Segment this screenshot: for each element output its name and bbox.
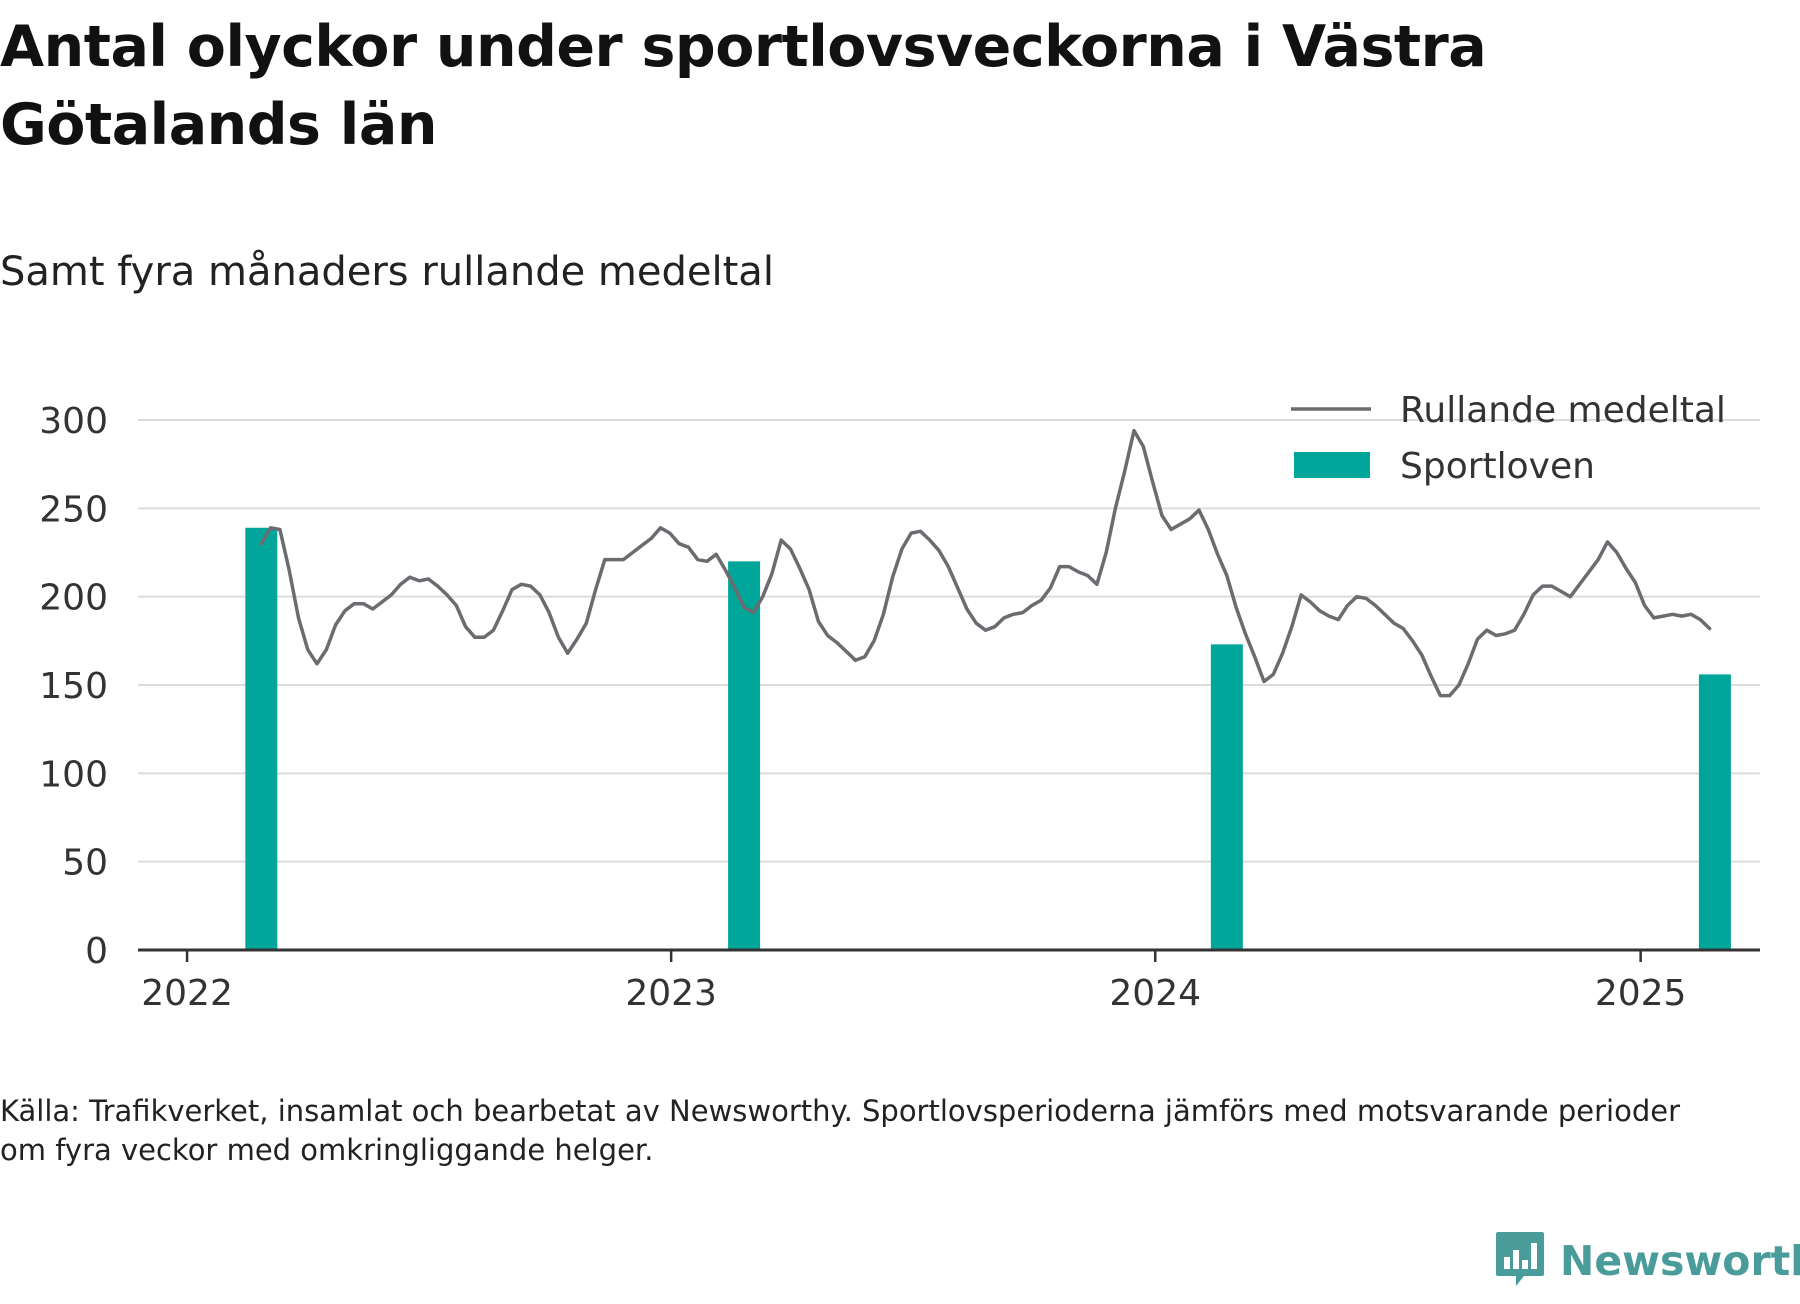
newsworthy-brand[interactable]: Newsworthy <box>1494 1218 1800 1304</box>
x-tick-label-2022: 2022 <box>141 973 233 1014</box>
x-tick-label-2023: 2023 <box>625 973 717 1014</box>
bar-sportloven-2 <box>728 561 761 950</box>
x-tick-label-2024: 2024 <box>1109 973 1201 1014</box>
y-tick-label-250: 250 <box>39 489 108 530</box>
bar-sportloven-4 <box>1698 674 1731 950</box>
source-note: Källa: Trafikverket, insamlat och bearbe… <box>0 1094 1681 1167</box>
bar-sportloven-3 <box>1210 644 1243 950</box>
chart-subtitle: Samt fyra månaders rullande medeltal <box>0 249 774 295</box>
legend-swatch-sportloven <box>1294 452 1370 478</box>
newsworthy-chart-logo-icon <box>1496 1232 1544 1286</box>
chart-title: Antal olyckor under sportlovsveckorna i … <box>0 14 1487 158</box>
brand-name: Newsworthy <box>1560 1237 1800 1285</box>
legend-label-rullande-medeltal: Rullande medeltal <box>1400 390 1726 431</box>
y-axis-ticks: 0 50 100 150 200 250 300 <box>39 401 108 972</box>
y-tick-label-150: 150 <box>39 666 108 707</box>
y-tick-label-200: 200 <box>39 578 108 619</box>
chart: 0 50 100 150 200 250 300 2022 2023 2024 2025 Rull… <box>39 390 1760 1014</box>
x-tick-label-2025: 2025 <box>1595 973 1687 1014</box>
legend: Rullande medeltal Sportloven <box>1291 390 1726 487</box>
bar-sportloven-1 <box>245 527 278 950</box>
x-axis: 2022 2023 2024 2025 <box>138 948 1760 1014</box>
line-rullande-medeltal <box>259 428 1712 698</box>
y-tick-label-0: 0 <box>85 931 108 972</box>
line-series-rullande-medeltal <box>259 428 1712 698</box>
gridlines <box>138 419 1760 863</box>
y-tick-label-50: 50 <box>62 843 108 884</box>
y-tick-label-100: 100 <box>39 754 108 795</box>
y-tick-label-300: 300 <box>39 401 108 442</box>
legend-label-sportloven: Sportloven <box>1400 446 1595 487</box>
bar-series-sportloven <box>245 527 1731 950</box>
